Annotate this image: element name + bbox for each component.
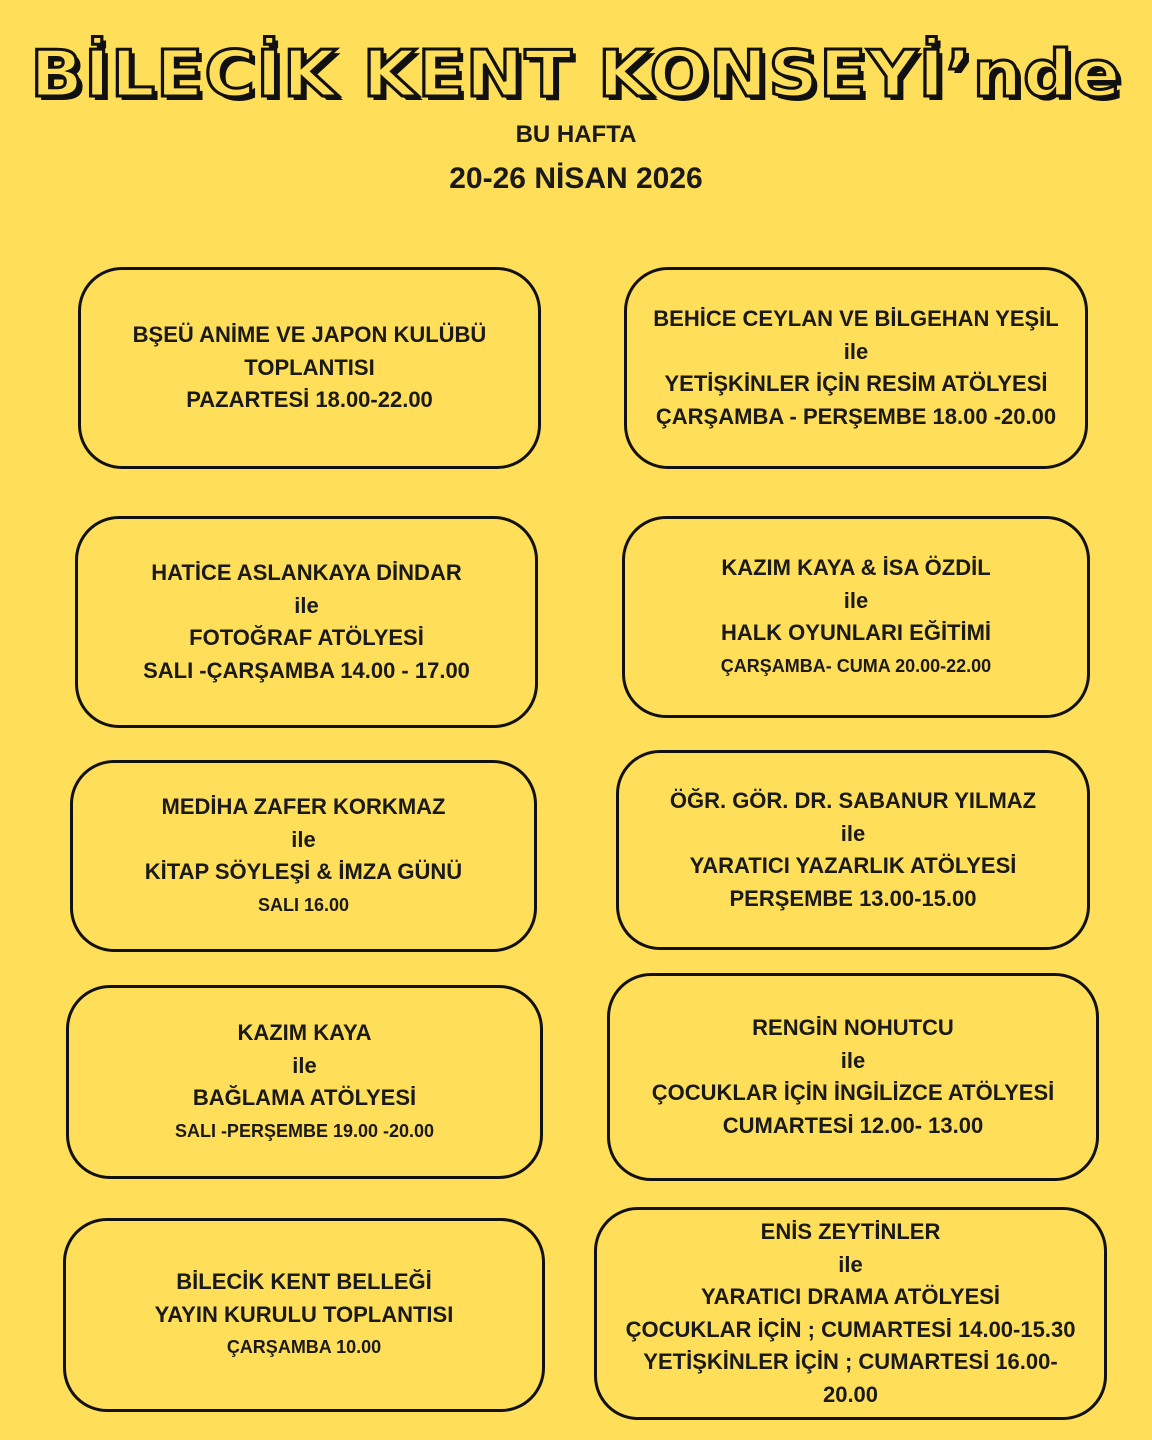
event-line: ÖĞR. GÖR. DR. SABANUR YILMAZ (669, 788, 1037, 813)
event-line: YETİŞKİNLER İÇİN ; CUMARTESİ 16.00- (643, 1349, 1058, 1374)
event-line: HALK OYUNLARI EĞİTİMİ (720, 620, 992, 645)
event-line: ile (840, 1047, 866, 1073)
event-card: ÖĞR. GÖR. DR. SABANUR YILMAZ ile YARATICI … (616, 750, 1090, 950)
event-line: PAZARTESİ 18.00-22.00 (186, 387, 433, 413)
event-line: ile (294, 592, 319, 618)
event-line: BİLECİK KENT BELLEĞİ (176, 1269, 432, 1295)
event-line: KAZIM KAYA & İSA ÖZDİL (721, 555, 991, 580)
event-line: MEDİHA ZAFER KORKMAZ (161, 794, 446, 819)
event-line: CUMARTESİ 12.00- 13.00 (722, 1112, 984, 1138)
event-line: TOPLANTISI (244, 354, 375, 380)
event-line: RENGİN NOHUTCU (752, 1015, 954, 1040)
event-line: KİTAP SÖYLEŞİ & İMZA GÜNÜ (144, 859, 463, 884)
event-line: ÇOCUKLAR İÇİN ; CUMARTESİ 14.00-15.30 (625, 1316, 1076, 1342)
event-line: BAĞLAMA ATÖLYESİ (192, 1085, 417, 1110)
event-line: FOTOĞRAF ATÖLYESİ (189, 625, 424, 650)
event-line: YARATICI DRAMA ATÖLYESİ (700, 1284, 1001, 1309)
event-line: ENİS ZEYTİNLER (760, 1219, 941, 1244)
event-card: HATİCE ASLANKAYA DİNDAR ile FOTOĞRAF ATÖLY… (75, 516, 538, 728)
event-card: MEDİHA ZAFER KORKMAZ ile KİTAP SÖYLEŞİ & İ… (70, 760, 537, 952)
event-card: BEHİCE CEYLAN VE BİLGEHAN YEŞİL ile YETİŞK… (624, 267, 1088, 469)
event-card: BİLECİK KENT BELLEĞİ YAYIN KURULU TOPLANT… (63, 1218, 545, 1412)
event-card: RENGİN NOHUTCU ile ÇOCUKLAR İÇİN İNGİLİZCE… (607, 973, 1099, 1181)
event-line: SALI -ÇARŞAMBA 14.00 - 17.00 (143, 657, 470, 683)
poster-subtitle: BU HAFTA (515, 121, 637, 148)
event-line: 20.00 (822, 1381, 879, 1407)
event-line: ÇARŞAMBA- CUMA 20.00-22.00 (720, 655, 992, 676)
event-card: ENİS ZEYTİNLER ile YARATICI DRAMA ATÖLYESİ… (594, 1207, 1107, 1420)
event-line: PERŞEMBE 13.00-15.00 (729, 885, 977, 911)
event-line: SALI 16.00 (257, 894, 350, 915)
date-range: 20-26 NİSAN 2026 (449, 162, 703, 195)
event-card: KAZIM KAYA ile BAĞLAMA ATÖLYESİ SALI -PERŞE… (66, 985, 543, 1179)
event-line: SALI -PERŞEMBE 19.00 -20.00 (174, 1120, 435, 1141)
event-line: YETİŞKİNLER İÇİN RESİM ATÖLYESİ (664, 371, 1048, 396)
event-line: ile (843, 338, 869, 364)
event-line: ile (838, 1251, 863, 1277)
event-line: YARATICI YAZARLIK ATÖLYESİ (689, 853, 1017, 878)
event-line: BEHİCE CEYLAN VE BİLGEHAN YEŞİL (653, 306, 1059, 331)
event-line: ile (292, 1052, 317, 1078)
event-line: ile (840, 820, 866, 846)
event-line: YAYIN KURULU TOPLANTISI (154, 1301, 454, 1327)
event-line: ÇOCUKLAR İÇİN İNGİLİZCE ATÖLYESİ (651, 1080, 1055, 1105)
event-line: ÇARŞAMBA 10.00 (226, 1337, 382, 1358)
event-line: ile (291, 826, 316, 852)
event-line: ile (843, 587, 869, 613)
event-line: HATİCE ASLANKAYA DİNDAR (151, 560, 462, 585)
poster-title: BİLECİK KENT KONSEYİ’nde (29, 37, 1122, 114)
event-card: BŞEÜ ANİME VE JAPON KULÜBÜ TOPLANTISI PAZA… (78, 267, 541, 469)
event-line: KAZIM KAYA (237, 1020, 372, 1045)
event-card: KAZIM KAYA & İSA ÖZDİL ile HALK OYUNLARI E… (622, 516, 1090, 718)
event-line: ÇARŞAMBA - PERŞEMBE 18.00 -20.00 (655, 403, 1057, 429)
event-line: BŞEÜ ANİME VE JAPON KULÜBÜ (132, 322, 487, 348)
